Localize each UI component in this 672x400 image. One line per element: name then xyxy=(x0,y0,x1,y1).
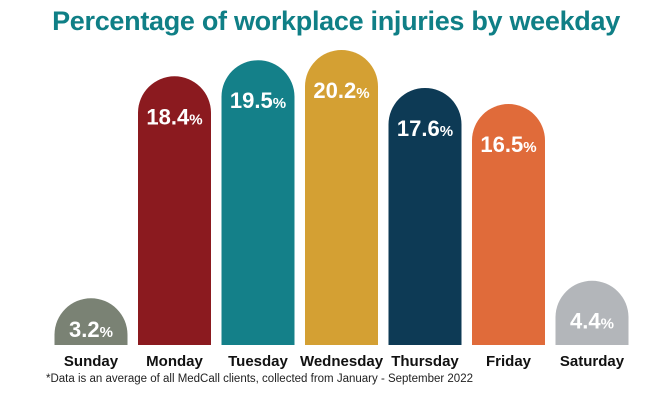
bar-friday xyxy=(472,104,545,346)
bar-tuesday xyxy=(221,60,295,345)
category-label: Wednesday xyxy=(300,353,384,370)
category-label: Thursday xyxy=(391,353,459,370)
chart-title: Percentage of workplace injuries by week… xyxy=(52,6,620,36)
bar-monday xyxy=(138,76,211,345)
bar-wednesday xyxy=(305,50,378,345)
value-label: 4.4% xyxy=(570,309,614,334)
category-label: Monday xyxy=(146,353,203,370)
bar-sunday xyxy=(54,298,128,345)
footnote: *Data is an average of all MedCall clien… xyxy=(46,373,473,385)
value-label: 3.2% xyxy=(69,317,113,342)
bar-thursday xyxy=(388,87,462,346)
bar-saturday xyxy=(555,280,629,345)
category-label: Tuesday xyxy=(228,353,288,370)
value-label: 17.6% xyxy=(397,116,453,141)
value-label: 19.5% xyxy=(230,88,286,113)
category-label: Saturday xyxy=(560,353,625,370)
category-label: Sunday xyxy=(64,353,119,370)
value-label: 18.4% xyxy=(146,104,202,129)
value-label: 16.5% xyxy=(480,132,536,157)
value-label: 20.2% xyxy=(313,78,369,103)
category-label: Friday xyxy=(486,353,532,370)
